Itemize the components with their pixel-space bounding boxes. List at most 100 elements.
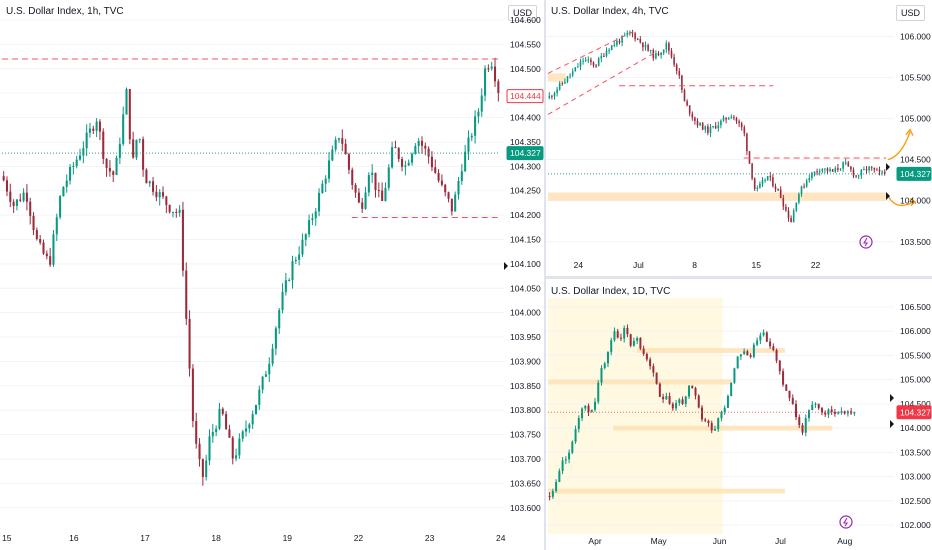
y-tick-label: 104.500 <box>510 64 541 74</box>
candle-body <box>881 171 883 173</box>
candle-body <box>558 471 561 483</box>
candle-body <box>574 429 577 442</box>
candle-body <box>553 93 556 97</box>
y-tick-label: 105.000 <box>900 114 931 124</box>
candle-body <box>707 126 709 133</box>
candle-body <box>561 460 564 472</box>
candle-body <box>198 443 201 460</box>
candle-body <box>168 205 171 212</box>
chart-canvas-4h[interactable]: 106.000 105.500 105.000 104.500 104.000 103.5… <box>546 0 932 275</box>
price-tag <box>506 89 544 104</box>
y-tick-label: 102.000 <box>900 520 931 530</box>
candle-body <box>870 166 873 168</box>
panel-divider-horizontal[interactable] <box>546 276 932 279</box>
y-tick-label: 103.800 <box>510 405 541 415</box>
candle-body <box>688 105 691 114</box>
candle-body <box>258 389 261 405</box>
candle-body <box>35 230 38 240</box>
candle-body <box>592 62 595 66</box>
candle-body <box>798 194 800 203</box>
candle-body <box>645 353 648 360</box>
candle-body <box>241 431 244 439</box>
candle-body <box>95 121 98 131</box>
candle-body <box>221 408 224 414</box>
candle-body <box>69 166 72 181</box>
candle-body <box>738 121 740 124</box>
chart-panel-4h[interactable]: U.S. Dollar Index, 4h, TVC USD 106.000 10… <box>546 0 932 275</box>
candle-body <box>574 67 577 72</box>
y-tick-label: 104.600 <box>510 15 541 25</box>
support-zone <box>548 73 566 82</box>
candle-body <box>759 335 762 341</box>
candle-body <box>717 418 720 430</box>
currency-button-1h[interactable]: USD <box>508 5 538 21</box>
candle-body <box>671 403 674 409</box>
candle-body <box>649 50 652 52</box>
candle-body <box>235 455 238 459</box>
candle-body <box>314 211 317 219</box>
candle-body <box>805 180 808 187</box>
chart-panel-1d[interactable]: U.S. Dollar Index, 1D, TVC 106.500 106.00… <box>546 280 932 550</box>
chart-canvas-1h[interactable]: 104.600104.550104.500104.450104.400104.3… <box>0 0 544 550</box>
x-tick-label: May <box>651 536 668 546</box>
support-zone <box>613 425 833 431</box>
candle-body <box>603 56 605 58</box>
candle-body <box>597 58 600 66</box>
x-tick-label: Jun <box>713 536 727 546</box>
candle-body <box>707 420 710 424</box>
candle-body <box>840 411 843 413</box>
candle-body <box>102 131 105 159</box>
candle-body <box>777 189 779 191</box>
y-tick-label: 105.000 <box>900 375 931 385</box>
candle-body <box>311 218 314 221</box>
candle-body <box>883 171 886 174</box>
x-tick-label: Aug <box>837 536 852 546</box>
candle-body <box>834 167 837 172</box>
candle-body <box>357 192 360 203</box>
y-tick-label: 106.500 <box>900 302 931 312</box>
scroll-marker-icon <box>504 262 508 270</box>
y-tick-label: 104.150 <box>510 235 541 245</box>
candle-body <box>837 167 839 170</box>
candle-body <box>700 407 704 420</box>
candle-body <box>22 192 25 201</box>
chart-panel-1h[interactable]: U.S. Dollar Index, 1h, TVC USD 104.600 10… <box>0 0 544 550</box>
candle-body <box>394 147 397 149</box>
candle-body <box>271 348 274 364</box>
candle-body <box>301 239 304 255</box>
candle-body <box>291 261 294 281</box>
alert-icon[interactable] <box>839 515 853 529</box>
candle-body <box>401 158 404 167</box>
candle-body <box>616 41 618 45</box>
chart-canvas-1d[interactable]: 106.500 106.000 105.500 105.000 104.500 104.0… <box>546 280 932 550</box>
panel-divider-vertical[interactable] <box>544 0 546 550</box>
candle-body <box>795 202 798 211</box>
candle-body <box>410 153 414 163</box>
candle-body <box>581 408 584 419</box>
y-tick-label: 104.300 <box>510 161 541 171</box>
currency-button-4h[interactable]: USD <box>896 5 926 21</box>
candle-body <box>743 351 746 355</box>
candle-body <box>817 403 820 409</box>
candle-body <box>564 81 566 84</box>
candle-body <box>800 186 803 195</box>
candle-body <box>618 41 621 43</box>
candle-body <box>686 101 688 106</box>
alert-icon[interactable] <box>859 235 873 249</box>
candle-body <box>158 192 161 198</box>
candle-body <box>85 132 88 149</box>
candle-body <box>772 177 774 187</box>
candle-body <box>639 39 642 43</box>
candle-body <box>619 337 622 339</box>
candle-body <box>778 360 781 372</box>
candle-body <box>284 280 287 292</box>
candle-body <box>610 340 613 353</box>
candle-body <box>577 66 579 68</box>
projection-arrow <box>887 195 915 207</box>
y-tick-label: 104.500 <box>900 155 931 165</box>
y-tick-label: 103.900 <box>510 356 541 366</box>
candle-body <box>371 172 374 176</box>
candle-body <box>75 159 78 166</box>
y-tick-label: 104.350 <box>510 137 541 147</box>
candle-body <box>52 234 55 265</box>
